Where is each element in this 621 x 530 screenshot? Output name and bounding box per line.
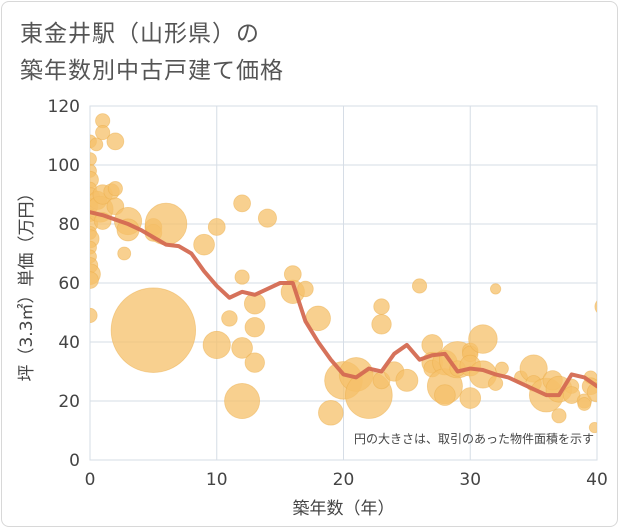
bubble-point xyxy=(244,352,265,373)
chart-title-line-2: 築年数別中古戸建て価格 xyxy=(20,58,284,84)
bubble-point xyxy=(224,383,261,419)
y-axis-label: 坪（3.3㎡）単価（万円） xyxy=(17,184,37,381)
bubble-point xyxy=(231,337,253,359)
bubble-point xyxy=(90,137,104,152)
y-axis-ticks: 0 20 40 60 80 100 120 xyxy=(48,97,80,471)
average-price-line xyxy=(90,210,597,398)
x-tick-label: 10 xyxy=(206,470,228,490)
y-tick-label: 80 xyxy=(58,215,80,235)
x-tick-label: 30 xyxy=(459,470,481,490)
y-tick-label: 0 xyxy=(69,451,80,471)
y-tick-label: 120 xyxy=(48,97,80,117)
bubble-point xyxy=(107,181,123,197)
bubble-point xyxy=(318,400,344,426)
bubble-point xyxy=(488,375,504,391)
bubble-point xyxy=(489,283,502,295)
y-tick-label: 20 xyxy=(58,392,80,412)
chart-title: 東金井駅（山形県）の 築年数別中古戸建て価格 xyxy=(20,16,284,90)
bubble-point xyxy=(90,152,97,166)
bubble-point xyxy=(371,314,392,335)
bubble-point xyxy=(551,408,567,424)
bubble-point xyxy=(233,194,251,213)
x-tick-label: 0 xyxy=(85,470,96,490)
bubble-point xyxy=(234,269,250,285)
bubble-point xyxy=(90,271,99,289)
y-tick-label: 60 xyxy=(58,274,80,294)
bubble-point xyxy=(207,218,226,236)
bubble-point xyxy=(586,382,597,403)
bubble-point xyxy=(297,280,314,298)
bubble-point xyxy=(90,307,98,323)
x-axis-ticks: 0 10 20 30 40 xyxy=(85,470,608,490)
bubble-point xyxy=(110,287,197,373)
grid-lines xyxy=(89,105,598,461)
bubble-point xyxy=(95,125,111,141)
bubble-point xyxy=(117,246,132,261)
bubble-point xyxy=(221,310,238,327)
bubble-point xyxy=(459,387,482,409)
bubble-point xyxy=(373,298,390,315)
bubble-point xyxy=(257,208,277,228)
bubble-point xyxy=(193,233,215,256)
bubble-point xyxy=(202,330,231,360)
chart-title-line-1: 東金井駅（山形県）の xyxy=(20,21,260,47)
bubble-size-note: 円の大きさは、取引のあった物件面積を示す xyxy=(354,431,594,446)
y-tick-label: 100 xyxy=(48,156,80,176)
bubble-series xyxy=(90,113,597,434)
x-axis-label: 築年数（年） xyxy=(293,499,395,519)
bubble-point xyxy=(244,317,265,338)
bubble-point xyxy=(468,324,498,354)
bubble-point xyxy=(434,384,456,406)
average-line-series xyxy=(90,210,597,398)
bubble-point xyxy=(144,202,188,246)
bubble-point xyxy=(594,300,597,313)
bubble-point xyxy=(395,368,419,392)
bubble-point xyxy=(106,132,125,151)
x-tick-label: 20 xyxy=(333,470,355,490)
y-tick-label: 40 xyxy=(58,333,80,353)
bubble-point xyxy=(411,278,428,294)
bubble-point xyxy=(588,421,597,434)
x-tick-label: 40 xyxy=(586,470,608,490)
bubble-point xyxy=(577,397,592,411)
